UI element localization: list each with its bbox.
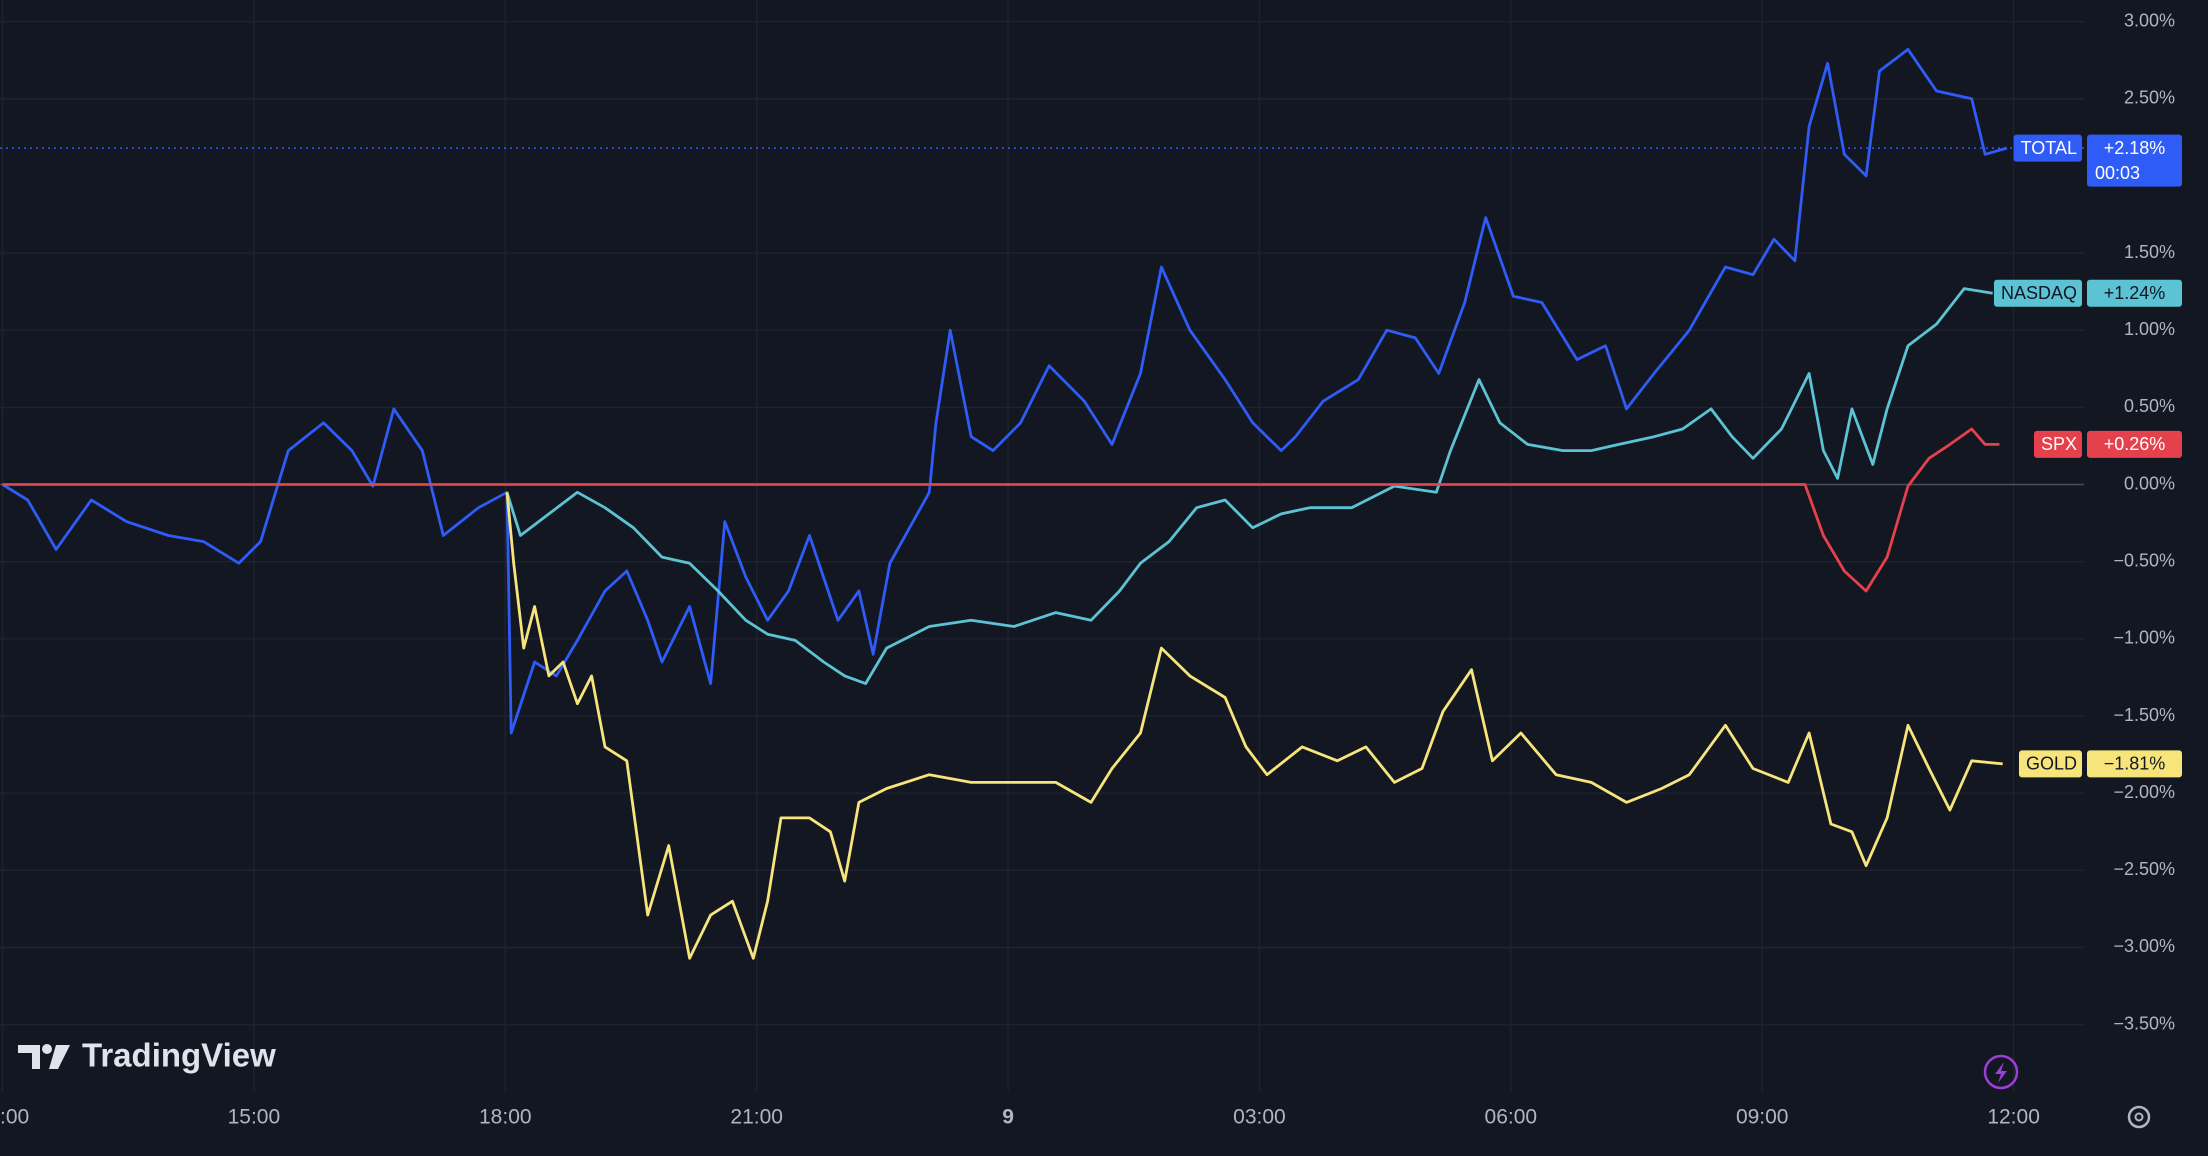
settings-icon[interactable] [2127, 1105, 2151, 1129]
axes: 3.00% 2.50% 1.50% 1.00% 0.50% 0.00% −0.50% −1.0… [0, 10, 2175, 1128]
x-tick-label: 18:00 [479, 1106, 532, 1129]
lightning-bolt [1995, 1062, 2007, 1083]
settings[interactable] [2127, 1105, 2151, 1129]
y-tick-label: −0.50% [2113, 550, 2175, 570]
x-tick-label: 9 [1002, 1106, 1014, 1129]
price-tag-name: SPX [2041, 434, 2077, 454]
price-tag-name: TOTAL [2021, 138, 2077, 158]
brand-logo-dot [42, 1044, 52, 1054]
y-tick-label: 0.50% [2124, 396, 2175, 416]
settings-icon-center [2134, 1112, 2144, 1122]
y-tick-label: 1.50% [2124, 242, 2175, 262]
price-tag-value: +2.18% [2104, 138, 2166, 158]
x-tick-label: 15:00 [228, 1106, 281, 1129]
y-tick-label: 1.00% [2124, 319, 2175, 339]
y-tick-label: 3.00% [2124, 10, 2175, 30]
price-tag-name-box [2018, 750, 2082, 778]
lightning-icon[interactable] [1983, 1054, 2019, 1090]
series-line [505, 287, 1993, 685]
x-tick-label: :00 [0, 1106, 29, 1129]
x-tick-label: 06:00 [1485, 1106, 1538, 1129]
series-lines [0, 48, 2084, 960]
brand-logo [18, 1045, 40, 1069]
brand-logo-slash [49, 1045, 70, 1069]
price-tag-countdown: 00:03 [2095, 163, 2140, 183]
series-line [505, 492, 2003, 960]
y-tick-label: −3.50% [2113, 1013, 2175, 1033]
price-tag-value: +1.24% [2104, 283, 2166, 303]
x-tick-label: 21:00 [730, 1106, 783, 1129]
brand: TradingView [18, 1037, 276, 1074]
price-tag-name-box [1993, 279, 2082, 307]
price-tag-name: NASDAQ [2001, 283, 2077, 303]
quick-action[interactable] [1983, 1054, 2019, 1090]
series-line [2, 427, 2000, 593]
y-tick-label: 2.50% [2124, 88, 2175, 108]
price-tag-value: +0.26% [2104, 434, 2166, 454]
price-tag-value-box [2087, 134, 2182, 187]
price-tag-name-box [2013, 134, 2082, 162]
price-tag-value-box [2087, 279, 2182, 307]
y-tick-label: −1.00% [2113, 628, 2175, 648]
price-tag-name: GOLD [2026, 754, 2077, 774]
series-line [1, 48, 2008, 735]
y-tick-label: −3.00% [2113, 936, 2175, 956]
x-tick-label: 09:00 [1736, 1106, 1789, 1129]
y-tick-label: −2.00% [2113, 782, 2175, 802]
y-tick-label: −2.50% [2113, 859, 2175, 879]
y-tick-label: −1.50% [2113, 705, 2175, 725]
price-tag-value-box [2087, 430, 2182, 458]
y-tick-label: 0.00% [2124, 473, 2175, 493]
x-tick-label: 12:00 [1987, 1106, 2040, 1129]
price-tag-value-box [2087, 750, 2182, 778]
price-tags: +2.18% 00:03 TOTAL +1.24% NASDAQ +0.26% SPX −1.… [1993, 134, 2182, 778]
brand-name: TradingView [82, 1037, 276, 1074]
x-tick-label: 03:00 [1233, 1106, 1286, 1129]
price-tag-name-box [2033, 430, 2082, 458]
price-tag-value: −1.81% [2104, 754, 2166, 774]
